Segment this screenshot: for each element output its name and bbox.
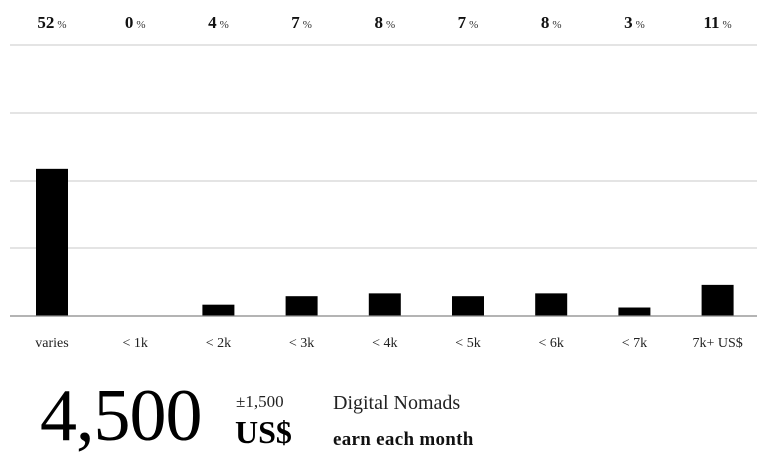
income-bar-chart: 52% 0% 4% 7% 8% 7% 8% 3% 11% varies < 1k < 2k < 3k <…: [10, 13, 757, 351]
subject-label: Digital Nomads: [333, 392, 461, 414]
bar: [452, 296, 484, 316]
percent-label: 8%: [541, 13, 562, 32]
bar: [701, 284, 734, 316]
earnings-currency: US$: [235, 414, 292, 450]
bar: [202, 304, 235, 316]
x-axis-tick-labels: varies < 1k < 2k < 3k < 4k < 5k < 6k < 7k 7k+ US…: [35, 336, 742, 351]
x-tick-label: < 5k: [455, 336, 480, 351]
percent-label: 3%: [624, 13, 645, 32]
x-tick-label: varies: [35, 336, 68, 351]
period-label: earn each month: [333, 429, 474, 450]
chart-bars: [36, 168, 734, 316]
percent-labels: 52% 0% 4% 7% 8% 7% 8% 3% 11%: [37, 13, 731, 32]
x-tick-label: 7k+ US$: [692, 336, 742, 351]
earnings-range: ±1,500: [236, 392, 284, 411]
x-tick-label: < 4k: [372, 336, 397, 351]
x-tick-label: < 2k: [206, 336, 231, 351]
percent-label: 4%: [208, 13, 229, 32]
bar: [535, 293, 568, 316]
bar: [36, 168, 68, 316]
x-tick-label: < 3k: [289, 336, 314, 351]
percent-label: 52%: [37, 13, 66, 32]
percent-label: 11%: [703, 13, 731, 32]
monthly-earnings-amount: 4,500: [40, 375, 202, 457]
percent-label: 7%: [291, 13, 312, 32]
x-tick-label: < 6k: [538, 336, 563, 351]
bar: [368, 293, 401, 316]
x-tick-label: < 1k: [122, 336, 147, 351]
percent-label: 7%: [458, 13, 479, 32]
percent-label: 0%: [125, 13, 146, 32]
bar: [285, 296, 318, 316]
earnings-summary: 4,500 ±1,500 US$ Digital Nomads earn eac…: [0, 370, 757, 456]
percent-label: 8%: [374, 13, 395, 32]
x-tick-label: < 7k: [622, 336, 647, 351]
bar: [618, 307, 651, 316]
chart-gridlines: [10, 44, 757, 249]
